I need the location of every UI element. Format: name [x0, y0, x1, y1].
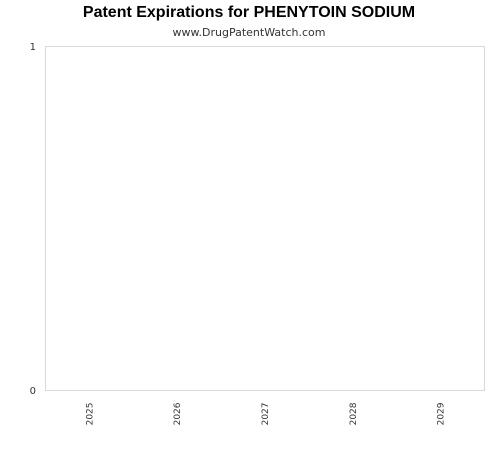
x-tick-label-2028: 2028: [349, 402, 359, 425]
chart-title: Patent Expirations for PHENYTOIN SODIUM: [83, 4, 415, 21]
x-tick-label-2027: 2027: [261, 403, 271, 426]
y-tick-label-min: 0: [30, 386, 36, 397]
y-tick-label-max: 1: [30, 42, 36, 53]
x-tick-label-2026: 2026: [173, 402, 183, 425]
plot-area: [45, 46, 485, 391]
x-tick-label-2025: 2025: [85, 403, 95, 426]
x-axis-tick-labels: 2025 2026 2027 2028 2029: [85, 402, 446, 425]
chart-subtitle: www.DrugPatentWatch.com: [173, 26, 326, 39]
x-tick-label-2029: 2029: [437, 402, 447, 425]
